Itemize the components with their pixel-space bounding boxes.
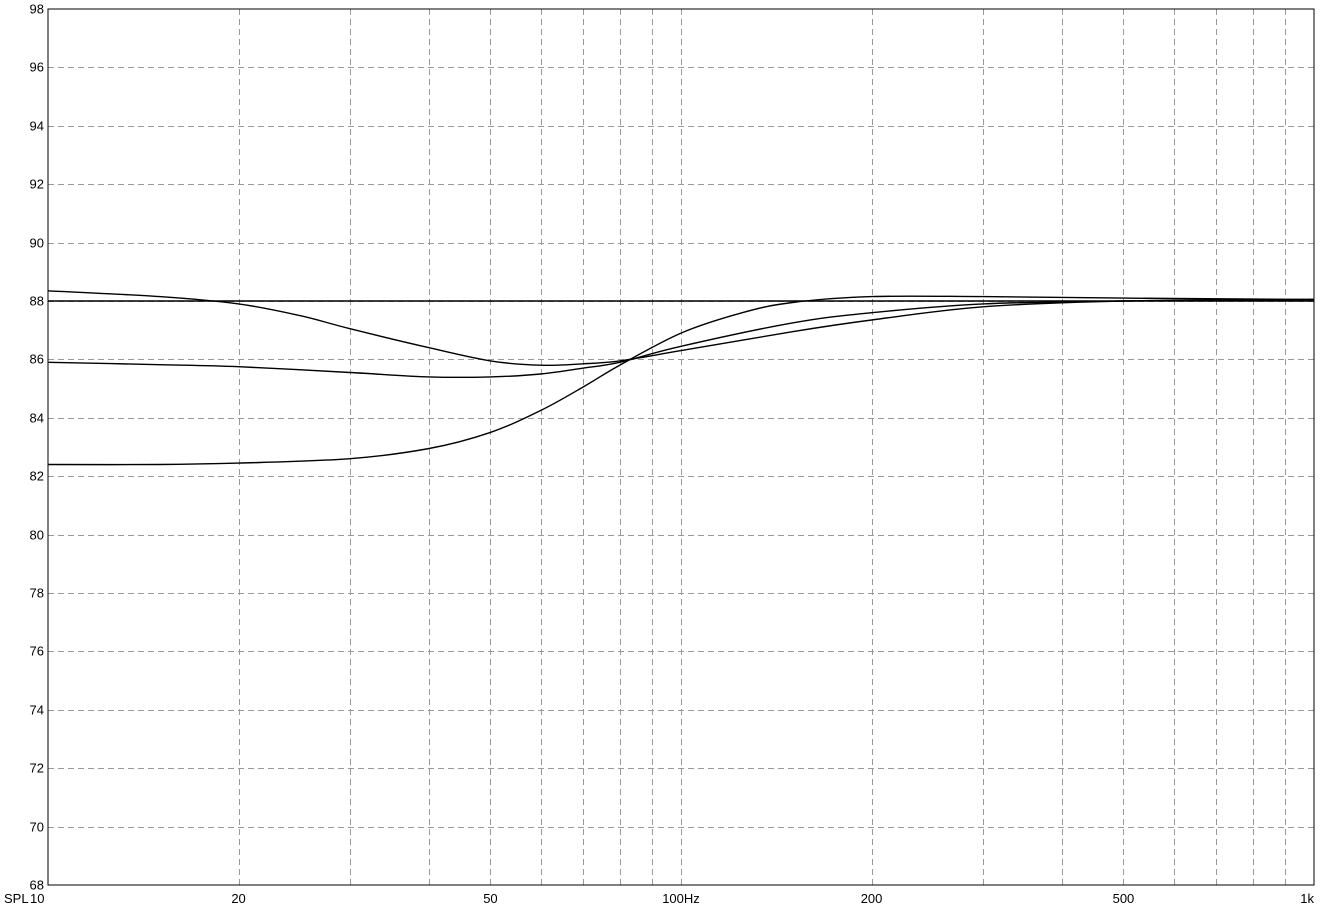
y-tick-label: 92: [30, 177, 44, 192]
y-tick-label: 88: [30, 294, 44, 309]
y-tick-label: 80: [30, 528, 44, 543]
y-tick-label: 90: [30, 236, 44, 251]
y-tick-label: 94: [30, 119, 44, 134]
tick-labels: SPL 68 70 72 74 76 78 80 82 84 86 88 90 92 94 96 98 10 20…: [4, 2, 1314, 907]
y-tick-label: 82: [30, 469, 44, 484]
series-line-2: [47, 290, 1315, 367]
axis-corner-label: SPL: [4, 891, 29, 906]
x-tick-label: 50: [483, 891, 497, 906]
y-tick-label: 72: [30, 761, 44, 776]
y-tick-label: 76: [30, 644, 44, 659]
series-line-3: [47, 298, 1315, 379]
x-tick-label: 100Hz: [662, 891, 700, 906]
series-group: [47, 290, 1315, 466]
y-tick-label: 84: [30, 411, 44, 426]
x-tick-label: 500: [1113, 891, 1135, 906]
y-tick-label: 74: [30, 703, 44, 718]
y-tick-label: 98: [30, 2, 44, 17]
plot-frame: [47, 8, 1315, 886]
series-line-4: [47, 295, 1315, 466]
y-tick-label: 70: [30, 820, 44, 835]
x-tick-label: 20: [231, 891, 245, 906]
y-tick-label: 86: [30, 352, 44, 367]
y-tick-label: 78: [30, 586, 44, 601]
x-tick-label: 200: [861, 891, 883, 906]
y-tick-label: 96: [30, 60, 44, 75]
y-tick-label: 68: [30, 878, 44, 893]
x-tick-label: 10: [30, 891, 44, 906]
grid: [48, 9, 1314, 885]
x-tick-label: 1k: [1300, 891, 1314, 906]
